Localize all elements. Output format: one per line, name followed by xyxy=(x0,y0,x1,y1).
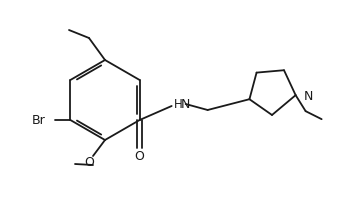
Text: O: O xyxy=(135,149,145,162)
Text: N: N xyxy=(181,97,190,110)
Text: Br: Br xyxy=(32,114,45,127)
Text: O: O xyxy=(84,156,94,169)
Text: N: N xyxy=(304,89,313,102)
Text: H: H xyxy=(174,97,182,110)
